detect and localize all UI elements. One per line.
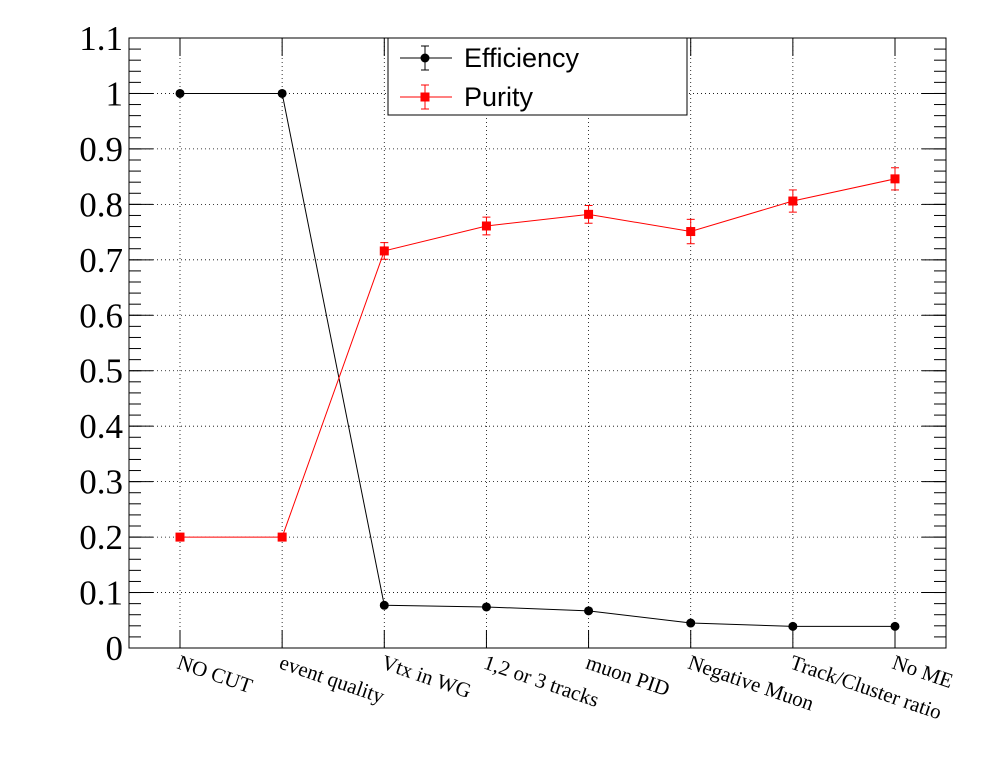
y-tick-label: 1.1 bbox=[79, 19, 123, 58]
data-point-square bbox=[175, 532, 185, 542]
legend-label: Purity bbox=[464, 82, 534, 112]
y-tick-label: 1 bbox=[106, 74, 124, 113]
data-point-circle bbox=[175, 88, 185, 98]
data-point-square bbox=[379, 246, 389, 256]
data-point-circle bbox=[481, 602, 491, 612]
legend: Efficiency Purity bbox=[387, 37, 688, 116]
data-point-circle bbox=[788, 621, 798, 631]
y-tick-label: 0.4 bbox=[79, 407, 123, 446]
series-line-1 bbox=[180, 178, 896, 538]
legend-marker-circle bbox=[420, 53, 430, 63]
y-tick-label: 0.7 bbox=[79, 241, 123, 280]
data-point-square bbox=[686, 227, 696, 237]
y-tick-label: 0.6 bbox=[79, 296, 123, 335]
data-point-square bbox=[584, 209, 594, 219]
data-point-square bbox=[788, 196, 798, 206]
y-tick-label: 0.5 bbox=[79, 352, 123, 391]
y-tick-label: 0.8 bbox=[79, 185, 123, 224]
data-point-circle bbox=[686, 618, 696, 628]
data-point-square bbox=[277, 532, 287, 542]
series-layer bbox=[175, 88, 900, 631]
data-point-circle bbox=[584, 606, 594, 616]
y-tick-label: 0.9 bbox=[79, 130, 123, 169]
series-line-0 bbox=[180, 92, 895, 627]
data-point-square bbox=[481, 221, 491, 231]
data-point-circle bbox=[890, 621, 900, 631]
data-point-circle bbox=[379, 600, 389, 610]
legend-box bbox=[387, 37, 688, 116]
legend-label: Efficiency bbox=[464, 43, 580, 73]
y-tick-label: 0.2 bbox=[79, 518, 123, 557]
y-tick-label: 0.1 bbox=[79, 574, 123, 613]
y-tick-label: 0.3 bbox=[79, 463, 123, 502]
legend-marker-square bbox=[420, 92, 430, 102]
data-point-circle bbox=[277, 88, 287, 98]
data-point-square bbox=[890, 174, 900, 184]
y-tick-label: 0 bbox=[106, 629, 124, 668]
